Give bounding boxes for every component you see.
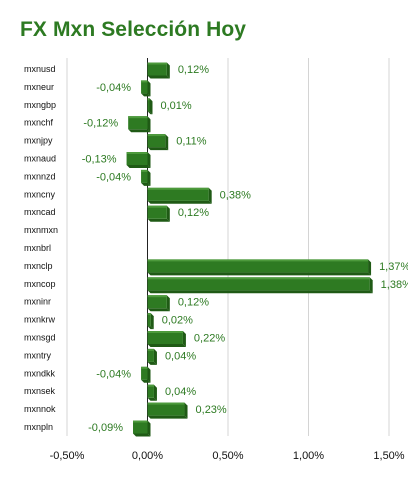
- category-label: mxntry: [24, 350, 52, 360]
- x-tick-label: -0,50%: [50, 450, 85, 462]
- data-label: 0,02%: [162, 315, 193, 327]
- category-label: mxninr: [24, 297, 51, 307]
- category-label: mxnclp: [24, 261, 53, 271]
- bar: [147, 313, 154, 330]
- bar: [147, 277, 373, 294]
- data-label: 1,37%: [379, 261, 408, 273]
- data-label: 0,22%: [194, 333, 225, 345]
- x-tick-label: 1,00%: [293, 450, 324, 462]
- x-tick-label: 0,00%: [132, 450, 163, 462]
- bar: [126, 152, 151, 168]
- bar: [141, 80, 151, 97]
- bar: [147, 295, 170, 312]
- data-label: 0,12%: [178, 207, 209, 219]
- bar: [147, 187, 212, 204]
- bar: [147, 62, 170, 79]
- bar: [128, 116, 151, 133]
- bar: [147, 205, 170, 222]
- bar: [147, 259, 372, 276]
- category-label: mxncop: [24, 279, 56, 289]
- bars: [126, 62, 373, 437]
- category-label: mxncny: [24, 189, 56, 199]
- data-label: 0,38%: [220, 189, 251, 201]
- data-label: -0,04%: [96, 171, 131, 183]
- bar: [147, 134, 169, 151]
- category-label: mxnaud: [24, 154, 56, 164]
- data-label: 0,04%: [165, 350, 196, 362]
- category-label: mxnsgd: [24, 333, 56, 343]
- category-label: mxnpln: [24, 422, 53, 432]
- x-axis-tick-labels: -0,50% 0,00% 0,50% 1,00% 1,50%: [50, 450, 405, 462]
- x-tick-label: 0,50%: [212, 450, 243, 462]
- category-label: mxnjpy: [24, 136, 53, 146]
- bar: [133, 420, 151, 437]
- category-label: mxnmxn: [24, 225, 58, 235]
- grid-lines: [66, 58, 390, 436]
- category-label: mxneur: [24, 82, 54, 92]
- data-label: -0,04%: [96, 368, 131, 380]
- data-label: 0,12%: [178, 297, 209, 309]
- category-label: mxnkrw: [24, 315, 55, 325]
- category-label: mxnnzd: [24, 171, 56, 181]
- data-label: 0,04%: [165, 386, 196, 398]
- data-label: 0,12%: [178, 64, 209, 76]
- x-tick-label: 1,50%: [373, 450, 404, 462]
- data-label: -0,09%: [88, 422, 123, 434]
- data-label: 0,11%: [176, 136, 207, 148]
- category-label: mxnchf: [24, 118, 54, 128]
- bar: [147, 348, 157, 365]
- category-label: mxnnok: [24, 404, 56, 414]
- value-labels: 0,12% -0,04% 0,01% -0,12% 0,11% -0,13% -0,04% 0…: [82, 64, 408, 434]
- data-label: 0,23%: [196, 404, 227, 416]
- bar: [141, 366, 151, 383]
- category-label: mxngbp: [24, 100, 56, 110]
- bar: [147, 384, 157, 401]
- data-label: -0,04%: [96, 82, 131, 94]
- category-label: mxncad: [24, 207, 56, 217]
- data-label: 1,38%: [381, 279, 408, 291]
- data-label: -0,13%: [82, 154, 117, 166]
- category-label: mxnusd: [24, 64, 56, 74]
- data-label: -0,12%: [83, 118, 118, 130]
- data-label: 0,01%: [161, 100, 192, 112]
- bar: [147, 331, 186, 347]
- chart-title: FX Mxn Selección Hoy: [20, 18, 247, 41]
- bar: [141, 169, 151, 186]
- category-labels: mxnusd mxneur mxngbp mxnchf mxnjpy mxnaud mxnn…: [24, 64, 58, 432]
- bar: [147, 402, 188, 419]
- category-label: mxndkk: [24, 368, 56, 378]
- category-label: mxnbrl: [24, 243, 51, 253]
- bar: [147, 98, 153, 115]
- category-label: mxnsek: [24, 386, 56, 396]
